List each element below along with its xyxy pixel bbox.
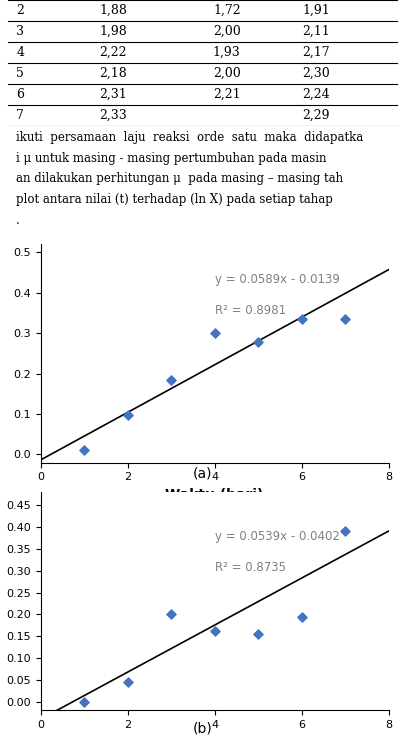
Text: 2,00: 2,00 bbox=[213, 25, 241, 38]
Text: 2,33: 2,33 bbox=[100, 109, 127, 122]
Text: 2,30: 2,30 bbox=[302, 67, 330, 80]
Text: (b): (b) bbox=[193, 722, 212, 736]
Text: 2,21: 2,21 bbox=[213, 88, 241, 101]
Text: 2,22: 2,22 bbox=[100, 46, 127, 59]
Point bbox=[211, 327, 218, 339]
Text: 7: 7 bbox=[16, 109, 24, 122]
Text: R² = 0.8735: R² = 0.8735 bbox=[215, 561, 286, 574]
Point bbox=[124, 676, 131, 688]
Text: 1,88: 1,88 bbox=[100, 4, 127, 17]
Text: i μ untuk masing - masing pertumbuhan pada masin: i μ untuk masing - masing pertumbuhan pa… bbox=[16, 152, 327, 165]
Text: 2,24: 2,24 bbox=[302, 88, 330, 101]
Text: an dilakukan perhitungan μ  pada masing – masing tah: an dilakukan perhitungan μ pada masing –… bbox=[16, 172, 343, 186]
Text: 2,29: 2,29 bbox=[302, 109, 330, 122]
Point bbox=[298, 610, 305, 622]
Text: 2,31: 2,31 bbox=[100, 88, 127, 101]
Text: .: . bbox=[16, 214, 20, 227]
Point bbox=[342, 313, 348, 325]
Text: y = 0.0589x - 0.0139: y = 0.0589x - 0.0139 bbox=[215, 274, 339, 286]
Text: y = 0.0539x - 0.0402: y = 0.0539x - 0.0402 bbox=[215, 530, 339, 543]
Point bbox=[298, 313, 305, 325]
Text: 1,93: 1,93 bbox=[213, 46, 241, 59]
Text: 3: 3 bbox=[16, 25, 24, 38]
Text: 2,11: 2,11 bbox=[302, 25, 330, 38]
Point bbox=[124, 409, 131, 421]
Text: plot antara nilai (t) terhadap (ln X) pada setiap tahap: plot antara nilai (t) terhadap (ln X) pa… bbox=[16, 193, 333, 206]
Text: 4: 4 bbox=[16, 46, 24, 59]
Text: 1,72: 1,72 bbox=[213, 4, 241, 17]
Point bbox=[81, 445, 87, 457]
Text: 2: 2 bbox=[16, 4, 24, 17]
Text: 1,91: 1,91 bbox=[302, 4, 330, 17]
Text: 1,98: 1,98 bbox=[100, 25, 127, 38]
Text: R² = 0.8981: R² = 0.8981 bbox=[215, 304, 286, 317]
Text: 5: 5 bbox=[16, 67, 24, 80]
Point bbox=[255, 336, 262, 348]
Point bbox=[168, 608, 175, 620]
Text: 6: 6 bbox=[16, 88, 24, 101]
Point bbox=[255, 628, 262, 640]
Point bbox=[168, 374, 175, 386]
X-axis label: Waktu (hari): Waktu (hari) bbox=[166, 488, 264, 502]
Point bbox=[81, 696, 87, 707]
Text: 2,00: 2,00 bbox=[213, 67, 241, 80]
Text: (a): (a) bbox=[193, 466, 212, 480]
Point bbox=[342, 525, 348, 537]
Text: ikuti  persamaan  laju  reaksi  orde  satu  maka  didapatka: ikuti persamaan laju reaksi orde satu ma… bbox=[16, 131, 363, 144]
Text: 2,17: 2,17 bbox=[302, 46, 330, 59]
Point bbox=[211, 625, 218, 636]
Text: 2,18: 2,18 bbox=[100, 67, 127, 80]
